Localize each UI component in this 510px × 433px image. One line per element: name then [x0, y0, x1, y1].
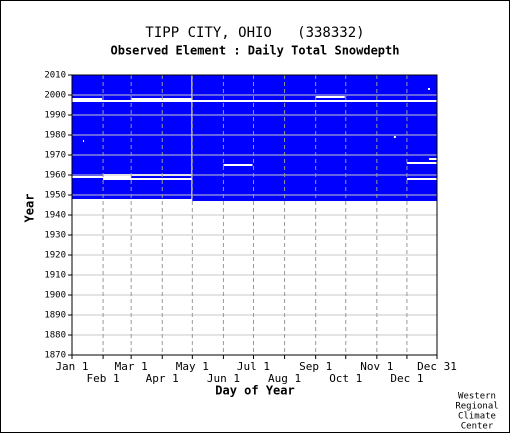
y-tick-label: 1920	[44, 251, 66, 261]
x-tick-label: May 1	[176, 360, 209, 373]
x-tick-label: Nov 1	[360, 360, 393, 373]
data-period	[72, 75, 192, 199]
y-axis-label: Year	[23, 194, 37, 223]
plot-border	[71, 74, 438, 356]
y-tick-label: 1950	[44, 191, 66, 201]
data-gap	[406, 162, 437, 164]
x-tick-label: Sep 1	[299, 360, 332, 373]
x-axis-label: Day of Year	[215, 384, 294, 398]
x-tick-label: Apr 1	[146, 372, 179, 385]
y-tick-label: 1960	[44, 171, 66, 181]
data-gap	[72, 98, 103, 100]
y-tick-label: 1880	[44, 331, 66, 341]
data-period	[192, 75, 437, 201]
data-gap	[131, 98, 192, 100]
y-tick-label: 1890	[44, 311, 66, 321]
data-gap	[103, 178, 192, 180]
x-tick-label: Mar 1	[115, 360, 148, 373]
data-gap	[223, 164, 253, 166]
y-tick-label: 1900	[44, 291, 66, 301]
x-tick-label: Dec 31	[417, 360, 457, 373]
credit: Western	[458, 392, 496, 402]
y-tick-label: 1980	[44, 131, 66, 141]
x-tick-label: Jul 1	[237, 360, 270, 373]
y-tick-label: 1970	[44, 151, 66, 161]
x-tick-label: Jun 1	[207, 372, 240, 385]
y-tick-label: 1930	[44, 231, 66, 241]
data-gap	[428, 158, 437, 160]
x-tick-label: Feb 1	[87, 372, 120, 385]
chart-subtitle: Observed Element : Daily Total Snowdepth	[111, 44, 400, 58]
x-tick-label: Jan 1	[55, 360, 88, 373]
y-tick-label: 1940	[44, 211, 66, 221]
y-tick-label: 1910	[44, 271, 66, 281]
credit: Climate	[458, 412, 496, 422]
x-tick-label: Dec 1	[390, 372, 423, 385]
credit: Center	[461, 422, 494, 432]
y-tick-label: 1990	[44, 111, 66, 121]
y-tick-label: 2000	[44, 91, 66, 101]
y-tick-label: 1870	[44, 351, 66, 361]
data-gap	[83, 140, 85, 142]
data-gap	[72, 100, 437, 102]
y-tick-label: 2010	[44, 71, 66, 81]
data-gap	[315, 96, 345, 98]
credit: Regional	[455, 402, 498, 412]
data-gap	[427, 88, 430, 90]
data-gap	[393, 136, 396, 138]
data-gap	[72, 176, 132, 178]
x-tick-label: Oct 1	[329, 372, 362, 385]
chart-title: TIPP CITY, OHIO (338332)	[145, 25, 364, 41]
data-gap	[406, 178, 437, 180]
x-tick-label: Aug 1	[268, 372, 301, 385]
